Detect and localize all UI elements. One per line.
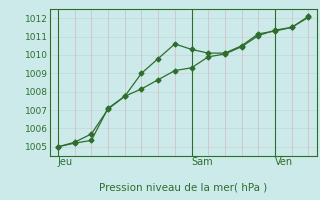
Text: Jeu: Jeu	[58, 157, 73, 167]
Text: Sam: Sam	[192, 157, 213, 167]
Text: Ven: Ven	[275, 157, 293, 167]
Text: Pression niveau de la mer( hPa ): Pression niveau de la mer( hPa )	[99, 182, 267, 192]
